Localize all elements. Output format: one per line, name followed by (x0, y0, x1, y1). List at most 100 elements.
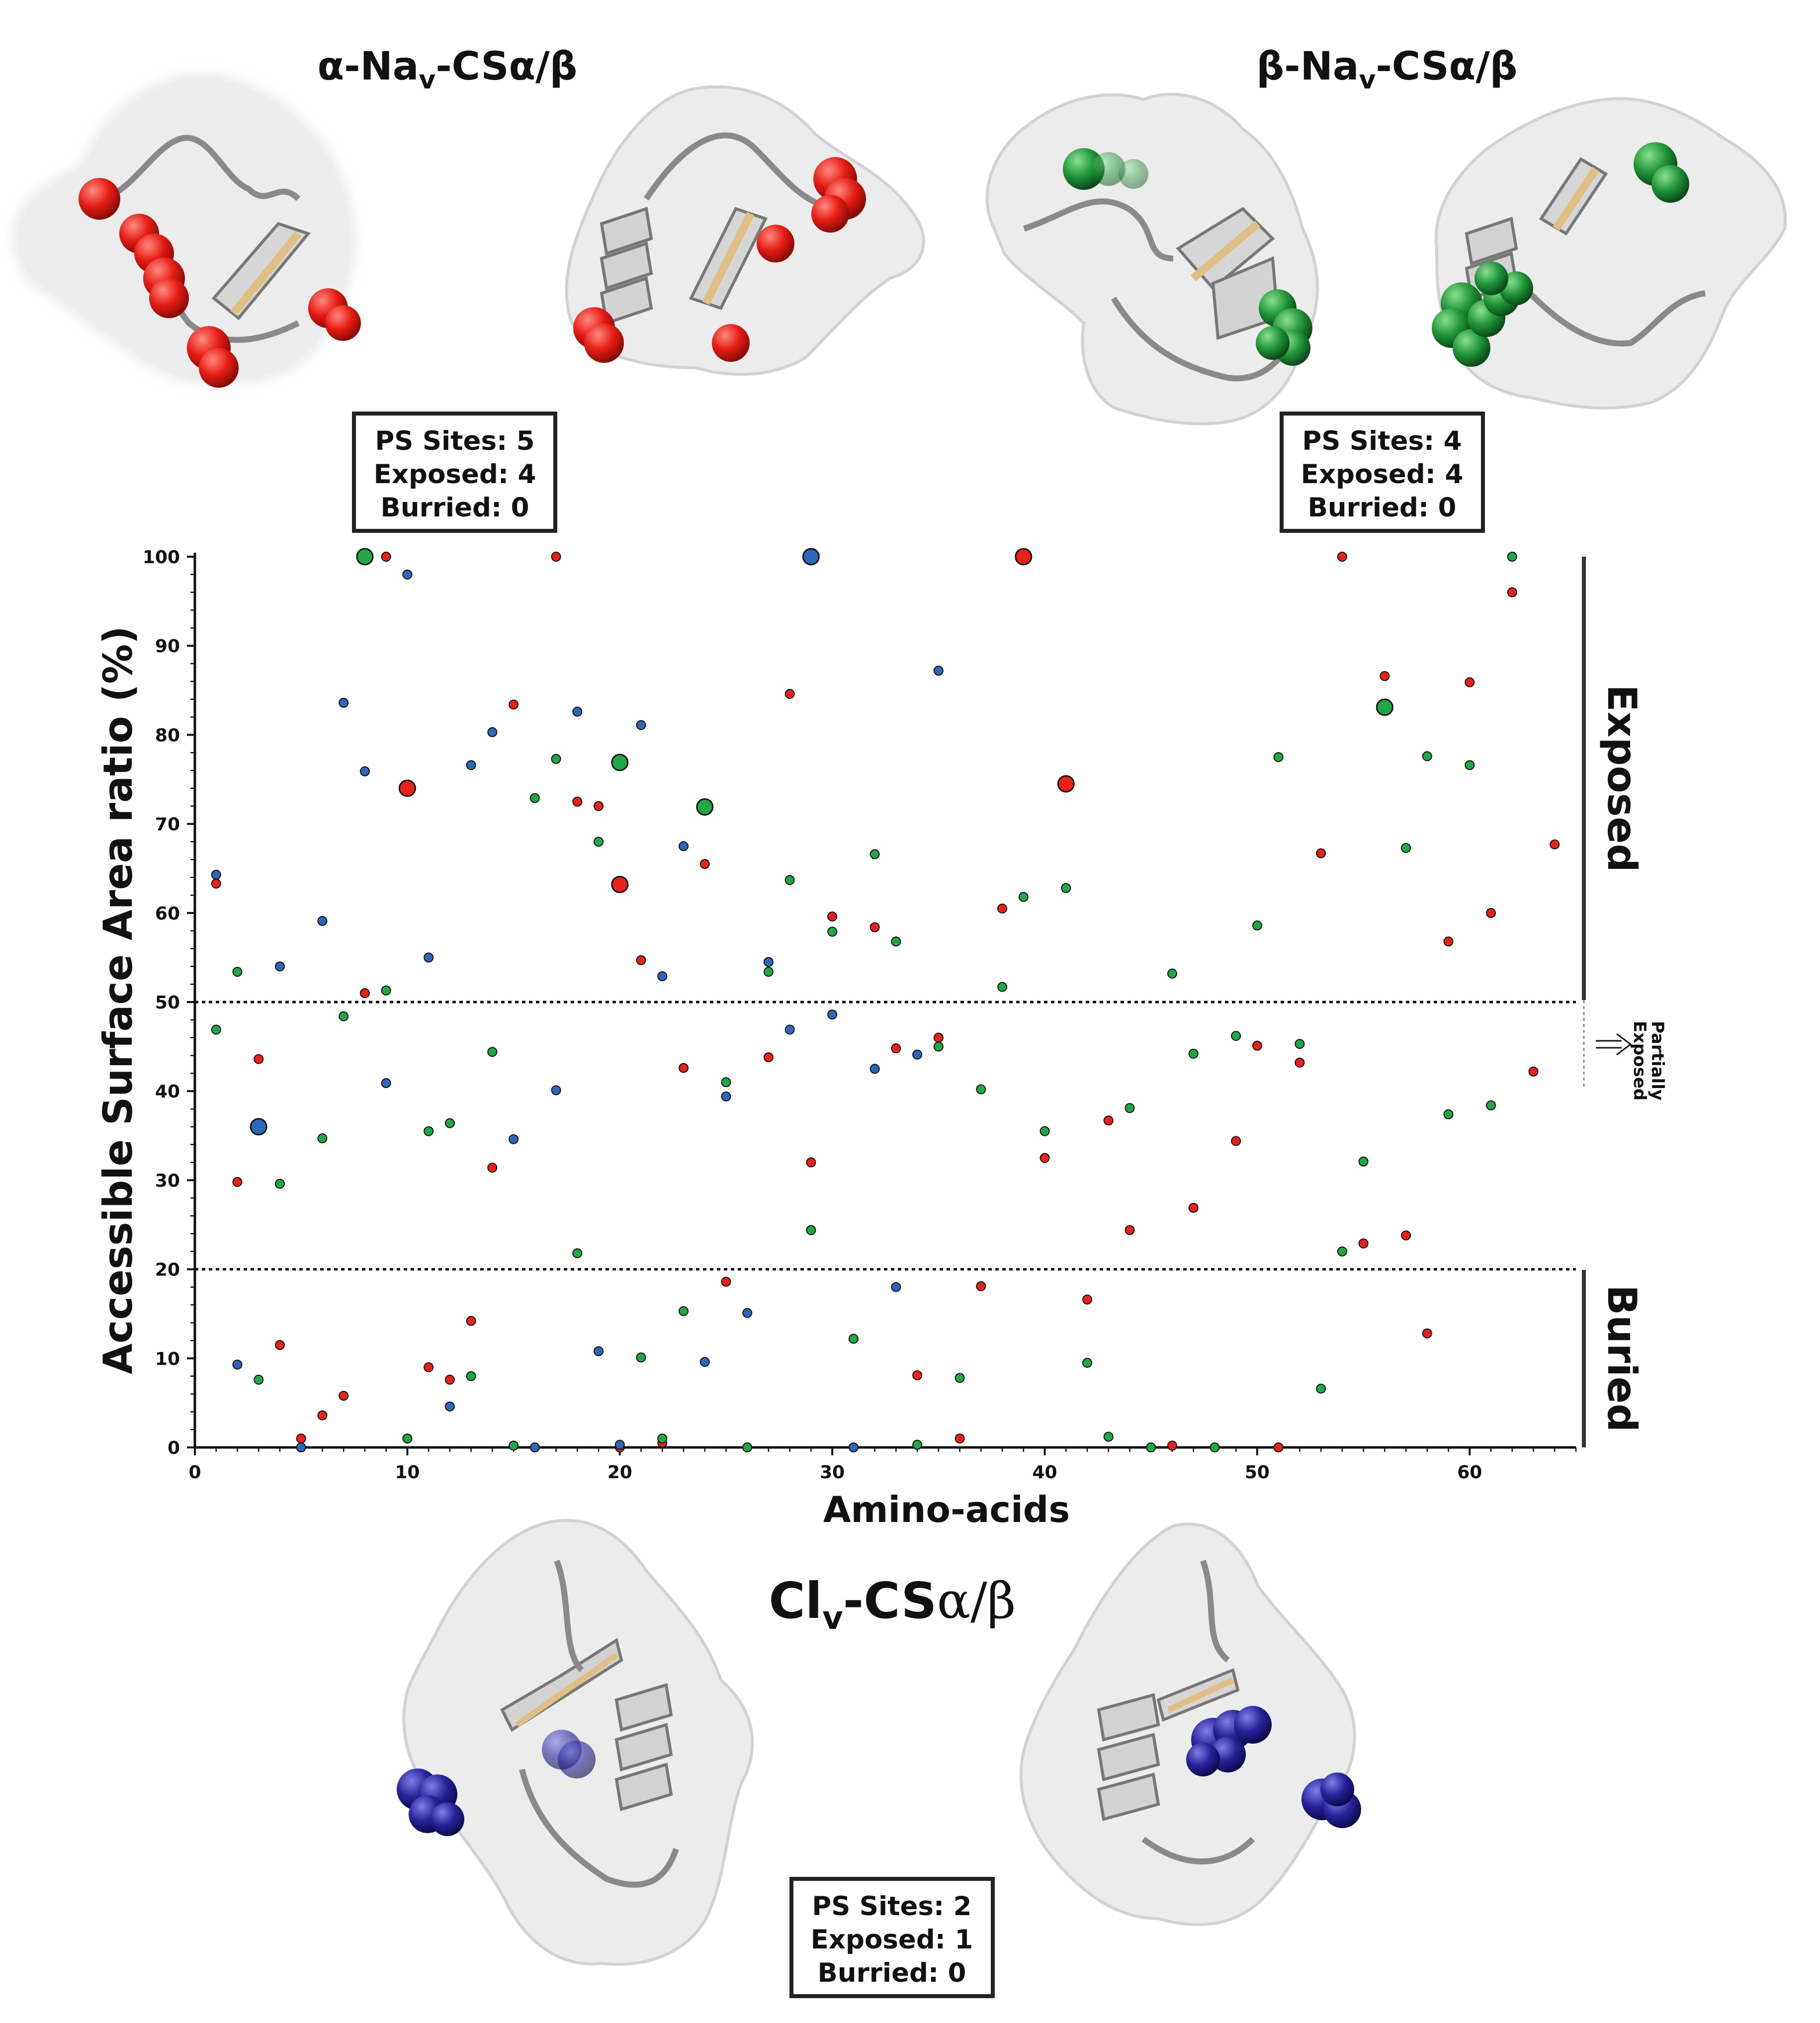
data-point (1018, 892, 1029, 902)
data-point (529, 793, 540, 803)
data-point (1125, 1225, 1135, 1235)
partially-exposed-label: PartiallyExposed (1630, 1021, 1667, 1101)
data-point (424, 1362, 434, 1372)
data-point (848, 1442, 859, 1452)
data-point (1337, 552, 1347, 562)
data-point (763, 957, 774, 967)
threshold-lines (195, 1001, 1576, 1271)
data-point (721, 1091, 731, 1101)
data-point (784, 688, 795, 699)
data-point (806, 1225, 816, 1235)
data-point (1082, 1357, 1093, 1368)
data-point (232, 967, 243, 977)
data-point (594, 837, 604, 847)
data-point (1040, 1153, 1050, 1163)
data-point (869, 1064, 880, 1074)
data-point (1486, 908, 1496, 918)
data-point (594, 1346, 604, 1356)
y-tick-label: 20 (155, 1260, 180, 1280)
data-point (594, 801, 604, 811)
data-point (1422, 751, 1432, 761)
data-point (763, 1052, 774, 1063)
data-point (997, 903, 1008, 914)
data-point (1015, 548, 1033, 566)
y-tick-label: 90 (155, 636, 180, 657)
y-tick-label: 100 (143, 547, 180, 568)
data-point (317, 1133, 328, 1144)
data-point (1295, 1057, 1305, 1068)
data-point (487, 727, 498, 738)
data-point (572, 706, 583, 717)
data-point (339, 1391, 349, 1401)
data-point (466, 760, 476, 770)
title-alpha: α-Nav-CSα/β (318, 44, 578, 95)
title-beta: β-Nav-CSα/β (1256, 44, 1517, 95)
data-point (487, 1047, 498, 1057)
data-point (359, 766, 370, 776)
data-point (381, 985, 391, 996)
data-point (529, 1442, 540, 1452)
data-point (250, 1118, 267, 1136)
data-point (1273, 1442, 1284, 1452)
x-tick-label: 50 (1245, 1462, 1270, 1483)
cl-exposed: Exposed: 1 (811, 1925, 973, 1955)
data-point (572, 1248, 583, 1259)
scatter-chart: 0 10 20 30 40 50 60 0 10 20 30 40 50 60 70 80 90 100 Ami… (95, 547, 1667, 1530)
data-point (827, 927, 838, 937)
data-point (1422, 1328, 1432, 1339)
data-point (398, 779, 416, 797)
data-point (976, 1084, 986, 1095)
alpha-ps-sites: PS Sites: 5 (375, 426, 534, 456)
y-tick-label: 0 (168, 1438, 180, 1458)
data-point (211, 869, 221, 880)
cl-buried: Burried: 0 (818, 1958, 966, 1988)
data-point (636, 1352, 646, 1363)
data-point (1103, 1432, 1114, 1442)
data-point (1252, 920, 1262, 930)
cl-structure-left (397, 1518, 754, 1966)
x-tick-label: 60 (1457, 1462, 1482, 1483)
beta-exposed: Exposed: 4 (1301, 459, 1464, 490)
data-point (444, 1374, 455, 1385)
data-point (572, 796, 583, 807)
data-point (742, 1442, 753, 1452)
data-point (551, 552, 561, 562)
data-point (232, 1359, 243, 1370)
info-box-cl: PS Sites: 2 Exposed: 1 Burried: 0 (789, 1877, 995, 1998)
data-point (381, 552, 391, 562)
data-point (424, 1126, 434, 1136)
x-axis-label: Amino-acids (823, 1489, 1070, 1530)
data-point (1337, 1246, 1347, 1257)
data-point (317, 916, 328, 926)
data-point (1376, 698, 1393, 716)
data-point (912, 1439, 923, 1450)
data-point (296, 1433, 306, 1444)
data-point (1082, 1294, 1093, 1305)
data-point (891, 936, 901, 947)
data-point (1146, 1442, 1156, 1452)
data-point (806, 1157, 816, 1168)
data-point (1465, 677, 1475, 687)
data-point (466, 1371, 476, 1381)
data-point (356, 548, 374, 566)
data-point (1528, 1066, 1539, 1077)
y-tick-label: 80 (155, 725, 180, 746)
data-point (848, 1334, 859, 1344)
data-point (551, 754, 561, 764)
data-point (678, 1306, 689, 1316)
data-point (274, 961, 285, 972)
data-point (1316, 1383, 1326, 1394)
data-point (696, 798, 714, 816)
x-axis-ticks: 0 10 20 30 40 50 60 (188, 1447, 1577, 1483)
data-point (1358, 1238, 1369, 1249)
chart-axes (193, 553, 1576, 1449)
data-point (1401, 1230, 1411, 1241)
x-tick-label: 10 (395, 1462, 420, 1483)
data-point (1401, 843, 1411, 853)
y-axis-label: Accessible Surface Area ratio (%) (95, 626, 141, 1374)
data-point (1443, 936, 1454, 947)
alpha-structure-left (16, 77, 361, 388)
x-tick-label: 20 (607, 1462, 632, 1483)
beta-buried: Burried: 0 (1308, 493, 1457, 523)
data-point (424, 952, 434, 963)
